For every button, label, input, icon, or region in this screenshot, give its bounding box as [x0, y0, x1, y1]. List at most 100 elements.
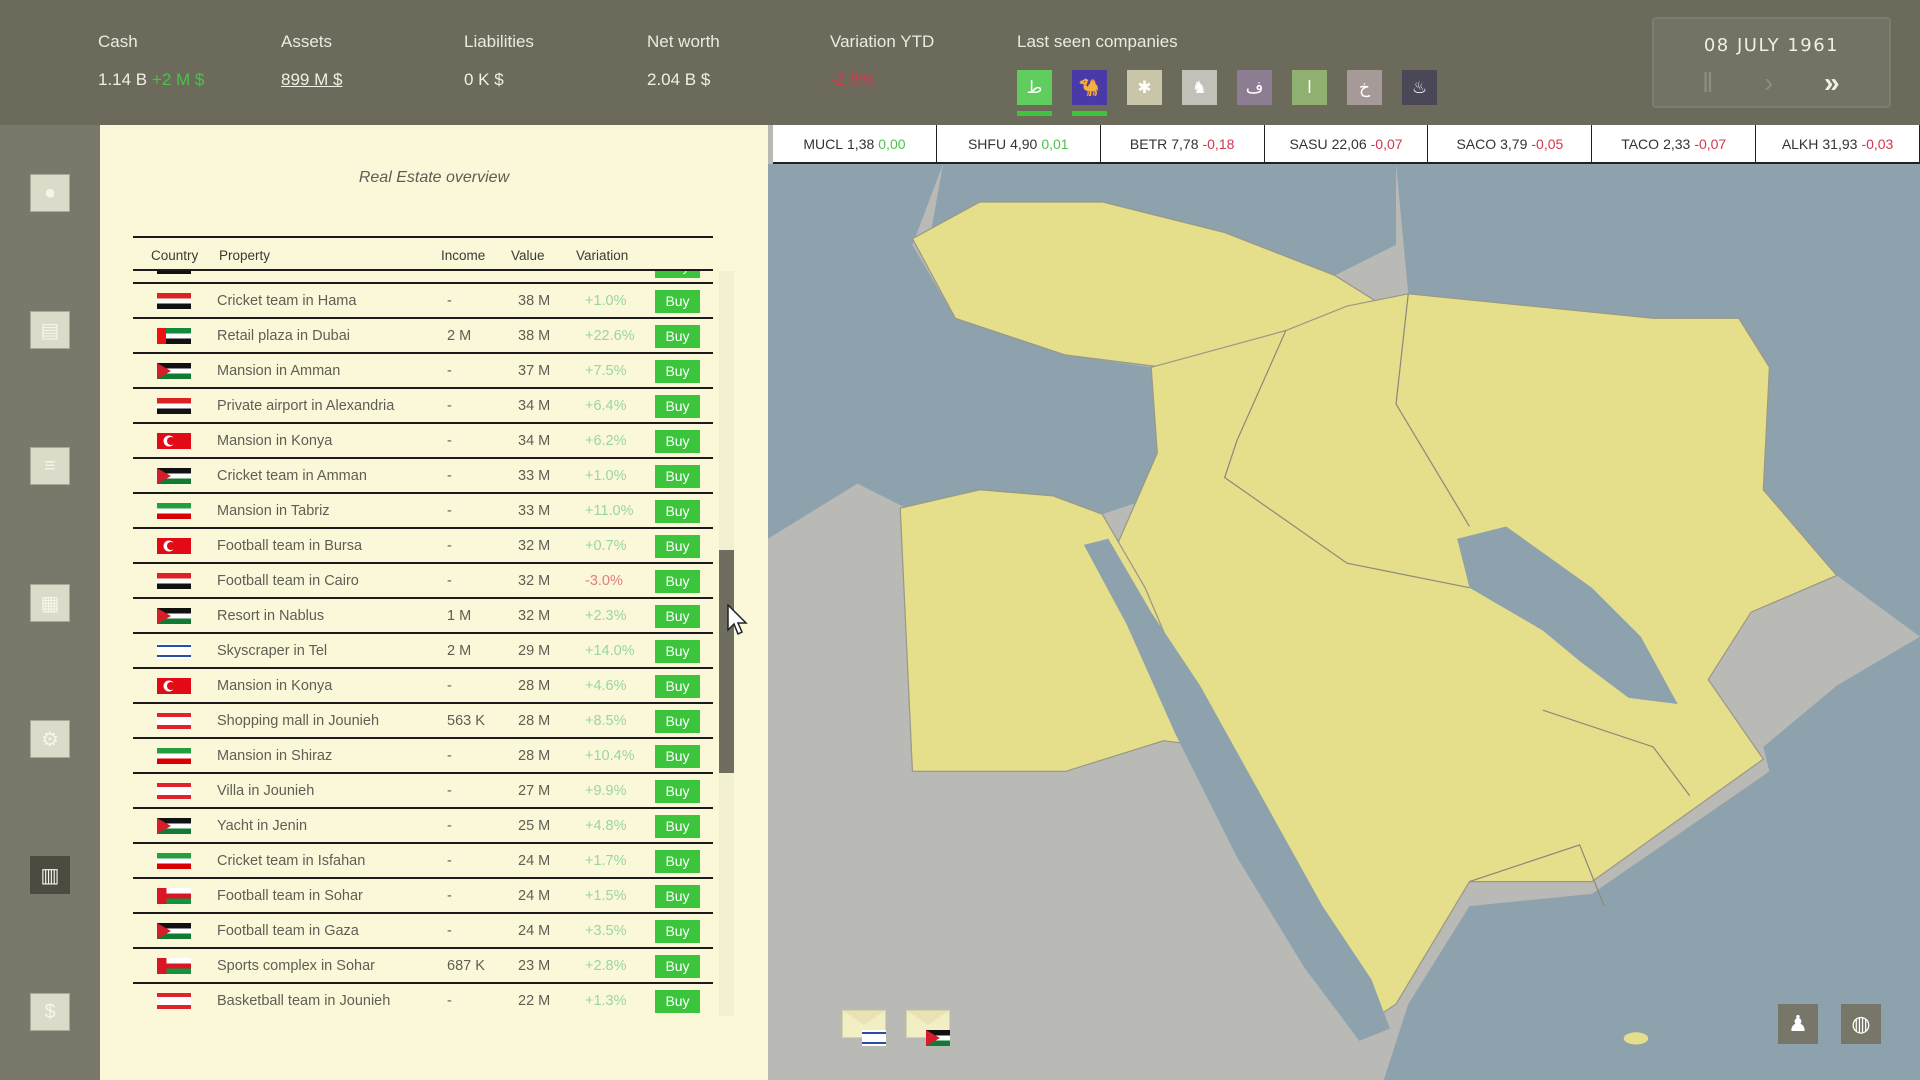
documents-icon[interactable]: ▤ [30, 311, 70, 349]
buy-button[interactable]: Buy [655, 780, 700, 803]
property-name: Private airport in Alexandria [217, 398, 395, 414]
ticker-item[interactable]: TACO 2,33 -0,07 [1592, 125, 1757, 162]
table-row[interactable]: Shopping mall in Jounieh 563 K 28 M +8.5% Bu… [133, 704, 713, 739]
table-row[interactable]: Mansion in Amman - 37 M +7.5% Buy [133, 354, 713, 389]
table-row[interactable]: Yacht in Jenin - 25 M +4.8% Buy [133, 809, 713, 844]
table-row[interactable]: Mansion in Shiraz - 28 M +10.4% Buy [133, 739, 713, 774]
property-name: Mansion in Shiraz [217, 748, 333, 764]
buy-button[interactable]: Buy [655, 675, 700, 698]
table-row[interactable]: Private airport in Alexandria - 34 M +6.4% B… [133, 389, 713, 424]
news-icon[interactable]: ▦ [30, 584, 70, 622]
money-icon[interactable]: $ [30, 993, 70, 1031]
company-icon-1[interactable]: 🐪 [1072, 70, 1107, 116]
table-row[interactable]: Football team in Bursa - 32 M +0.7% Buy [133, 529, 713, 564]
game-date: 08 JULY 1961 [1703, 35, 1840, 56]
col-income[interactable]: Income [441, 248, 486, 263]
table-row[interactable]: Cricket team in Amman - 33 M +1.0% Buy [133, 459, 713, 494]
person-icon[interactable]: ● [30, 174, 70, 212]
message-envelope-palestine[interactable] [906, 1010, 950, 1046]
buy-button[interactable]: Buy [655, 990, 700, 1013]
table-row[interactable]: Mansion in Konya - 34 M +6.2% Buy [133, 424, 713, 459]
col-variation[interactable]: Variation [576, 248, 629, 263]
table-row[interactable]: Mansion in Konya - 28 M +4.6% Buy [133, 669, 713, 704]
flag-turkey-icon [157, 433, 191, 449]
table-row[interactable]: Villa in Jounieh - 27 M +9.9% Buy [133, 774, 713, 809]
buy-button[interactable]: Buy [655, 430, 700, 453]
buy-button[interactable]: Buy [655, 955, 700, 978]
buy-button[interactable]: Buy [655, 360, 700, 383]
table-row[interactable]: Cricket team in Hama - 38 M +1.0% Buy [133, 284, 713, 319]
col-value[interactable]: Value [511, 248, 545, 263]
ticker-item[interactable]: SASU 22,06 -0,07 [1265, 125, 1429, 162]
buy-button[interactable]: Buy [655, 710, 700, 733]
buy-button[interactable]: Buy [655, 640, 700, 663]
buy-button[interactable]: Buy [655, 500, 700, 523]
company-icon-5[interactable]: ا [1292, 70, 1327, 105]
buy-button[interactable]: Buy [655, 920, 700, 943]
company-icon-0[interactable]: ط [1017, 70, 1052, 116]
flag-jordan-icon [157, 363, 191, 379]
company-icon-6[interactable]: خ [1347, 70, 1382, 105]
ticker-item[interactable]: BETR 7,78 -0,18 [1101, 125, 1265, 162]
table-row[interactable]: Sports complex in Sohar 687 K 23 M +2.8% Buy [133, 949, 713, 984]
ticker-change: -0,03 [1861, 135, 1894, 152]
fast-forward-icon[interactable]: » [1824, 67, 1840, 98]
company-icon-3[interactable]: ♞ [1182, 70, 1217, 105]
buy-button[interactable]: Buy [655, 815, 700, 838]
property-income: 1 M [447, 608, 472, 624]
col-property[interactable]: Property [219, 248, 271, 263]
buy-button[interactable]: Buy [655, 605, 700, 628]
buy-button[interactable]: Buy [655, 271, 700, 278]
table-row[interactable]: Football team in Gaza - 24 M +3.5% Buy [133, 914, 713, 949]
company-icon-7[interactable]: ♨ [1402, 70, 1437, 105]
company-icon-2[interactable]: ✱ [1127, 70, 1162, 105]
table-row[interactable]: Resort in Nablus 1 M 32 M +2.3% Buy [133, 599, 713, 634]
ticker-item[interactable]: ALKH 31,93 -0,03 [1756, 125, 1920, 162]
gears-icon[interactable]: ⚙ [30, 720, 70, 758]
buy-button[interactable]: Buy [655, 850, 700, 873]
buy-button[interactable]: Buy [655, 745, 700, 768]
buy-button[interactable]: Buy [655, 465, 700, 488]
buy-button[interactable]: Buy [655, 290, 700, 313]
assets-stat: Assets 899 M $ [281, 32, 342, 90]
variation-ytd-value: -2.8% [830, 70, 875, 89]
property-variation: +2.3% [585, 608, 627, 624]
play-icon[interactable]: › [1764, 67, 1774, 98]
assets-value-link[interactable]: 899 M $ [281, 70, 343, 89]
table-row[interactable]: Skyscraper in Tel 2 M 29 M +14.0% Buy [133, 634, 713, 669]
ticker-item[interactable]: SHFU 4,90 0,01 [937, 125, 1101, 162]
property-value: 32 M [518, 608, 551, 624]
map[interactable] [768, 164, 1920, 1080]
property-name: Football team in Gaza [217, 923, 359, 939]
property-income: - [447, 433, 452, 449]
buy-button[interactable]: Buy [655, 395, 700, 418]
table-row[interactable]: Football team in Sohar - 24 M +1.5% Buy [133, 879, 713, 914]
table-row[interactable]: Cricket team in Isfahan - 24 M +1.7% Buy [133, 844, 713, 879]
mediterranean-sea [768, 164, 1158, 539]
ticker-item[interactable]: MUCL 1,38 0,00 [773, 125, 937, 162]
message-envelope-israel[interactable] [842, 1010, 886, 1046]
globe-icon[interactable]: ◍ [1841, 1004, 1881, 1044]
company-icon-4[interactable]: ف [1237, 70, 1272, 105]
buy-button[interactable]: Buy [655, 535, 700, 558]
table-row-partial: Buy [133, 271, 713, 284]
table-row[interactable]: Basketball team in Jounieh - 22 M +1.3% Buy [133, 984, 713, 1016]
buy-button[interactable]: Buy [655, 885, 700, 908]
table-row[interactable]: Football team in Cairo - 32 M -3.0% Buy [133, 564, 713, 599]
buy-button[interactable]: Buy [655, 325, 700, 348]
ticker-price: 22,06 [1331, 135, 1367, 152]
property-variation: +6.4% [585, 398, 627, 414]
flag-iran-icon [157, 853, 191, 869]
pause-icon[interactable]: ‖ [1702, 67, 1714, 98]
table-row[interactable]: Retail plaza in Dubai 2 M 38 M +22.6% Buy [133, 319, 713, 354]
buy-button[interactable]: Buy [655, 570, 700, 593]
ticker-item[interactable]: SACO 3,79 -0,05 [1428, 125, 1593, 162]
property-name: Mansion in Amman [217, 363, 341, 379]
table-row[interactable]: Mansion in Tabriz - 33 M +11.0% Buy [133, 494, 713, 529]
scrollbar-thumb[interactable] [719, 550, 734, 773]
col-country[interactable]: Country [151, 248, 199, 263]
investor-icon[interactable]: ♟ [1778, 1004, 1818, 1044]
building-icon[interactable]: ▥ [30, 856, 70, 894]
database-icon[interactable]: ≡ [30, 447, 70, 485]
